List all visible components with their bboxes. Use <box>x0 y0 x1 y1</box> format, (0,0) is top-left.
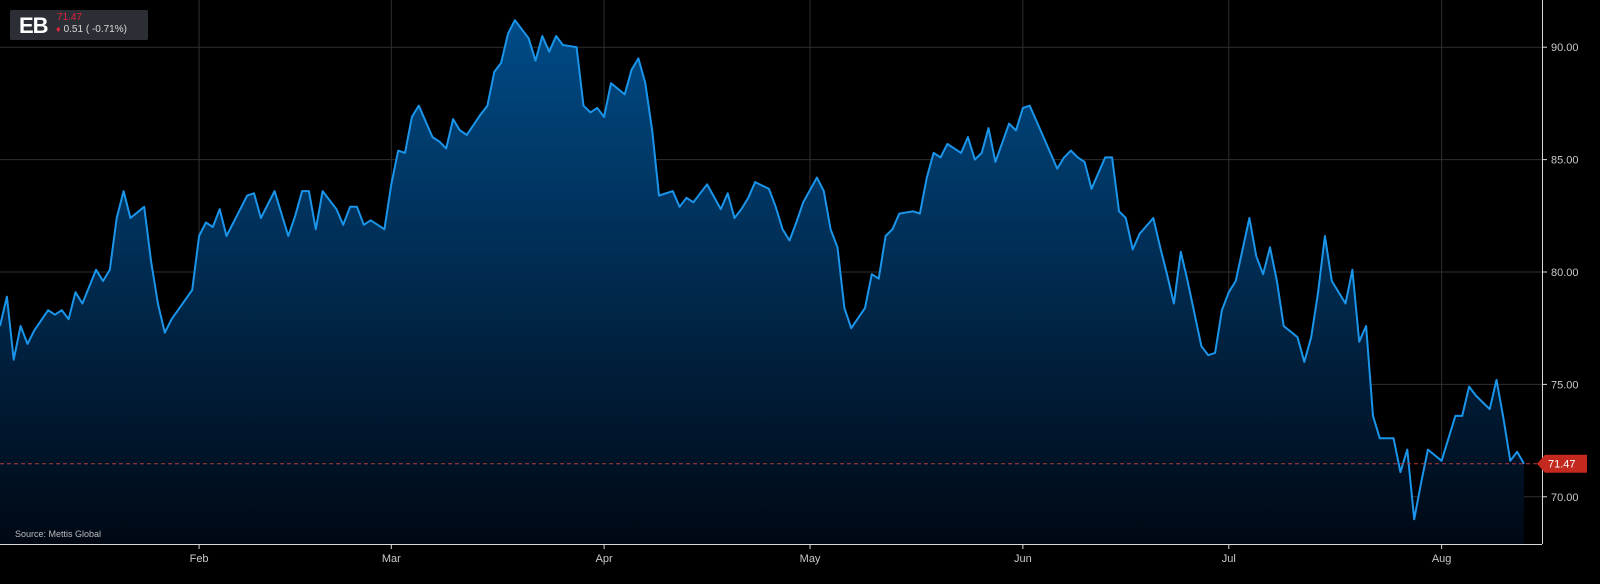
y-axis: 70.00 75.00 80.00 85.00 90.00 <box>1542 42 1579 504</box>
x-tick-label: Apr <box>596 553 613 565</box>
ticker-change: 0.51 ( -0.71%) <box>63 24 127 35</box>
last-price-tag-label: 71.47 <box>1548 459 1576 471</box>
x-axis: FebMarAprMayJunJulAugSep <box>190 544 1452 565</box>
x-tick-label: Jul <box>1222 553 1236 565</box>
x-tick-label: Mar <box>382 553 401 565</box>
last-price-tag-shape <box>1537 454 1587 473</box>
ticker-last-price: 71.47 <box>57 12 83 23</box>
last-price-tag: 71.47 <box>1537 454 1587 473</box>
source-label: Source: Mettis Global <box>15 529 102 539</box>
ticker-change-row: ♦ 0.51 ( -0.71%) <box>56 24 127 35</box>
price-line <box>0 19 1525 521</box>
y-tick-label: 80.00 <box>1551 267 1579 279</box>
x-tick-label: Aug <box>1432 553 1452 565</box>
y-tick-label: 90.00 <box>1551 42 1579 54</box>
x-tick-label: Feb <box>190 553 209 565</box>
y-tick-label: 85.00 <box>1551 155 1579 167</box>
price-area <box>0 20 1524 544</box>
ticker-badge: EB 71.47 ♦ 0.51 ( -0.71%) <box>10 10 148 40</box>
y-tick-label: 70.00 <box>1551 492 1579 504</box>
y-tick-label: 75.00 <box>1551 379 1579 391</box>
down-arrow-icon: ♦ <box>56 24 61 34</box>
x-tick-label: Jun <box>1014 553 1032 565</box>
ticker-symbol: EB <box>19 13 49 38</box>
x-tick-label: May <box>800 553 821 565</box>
